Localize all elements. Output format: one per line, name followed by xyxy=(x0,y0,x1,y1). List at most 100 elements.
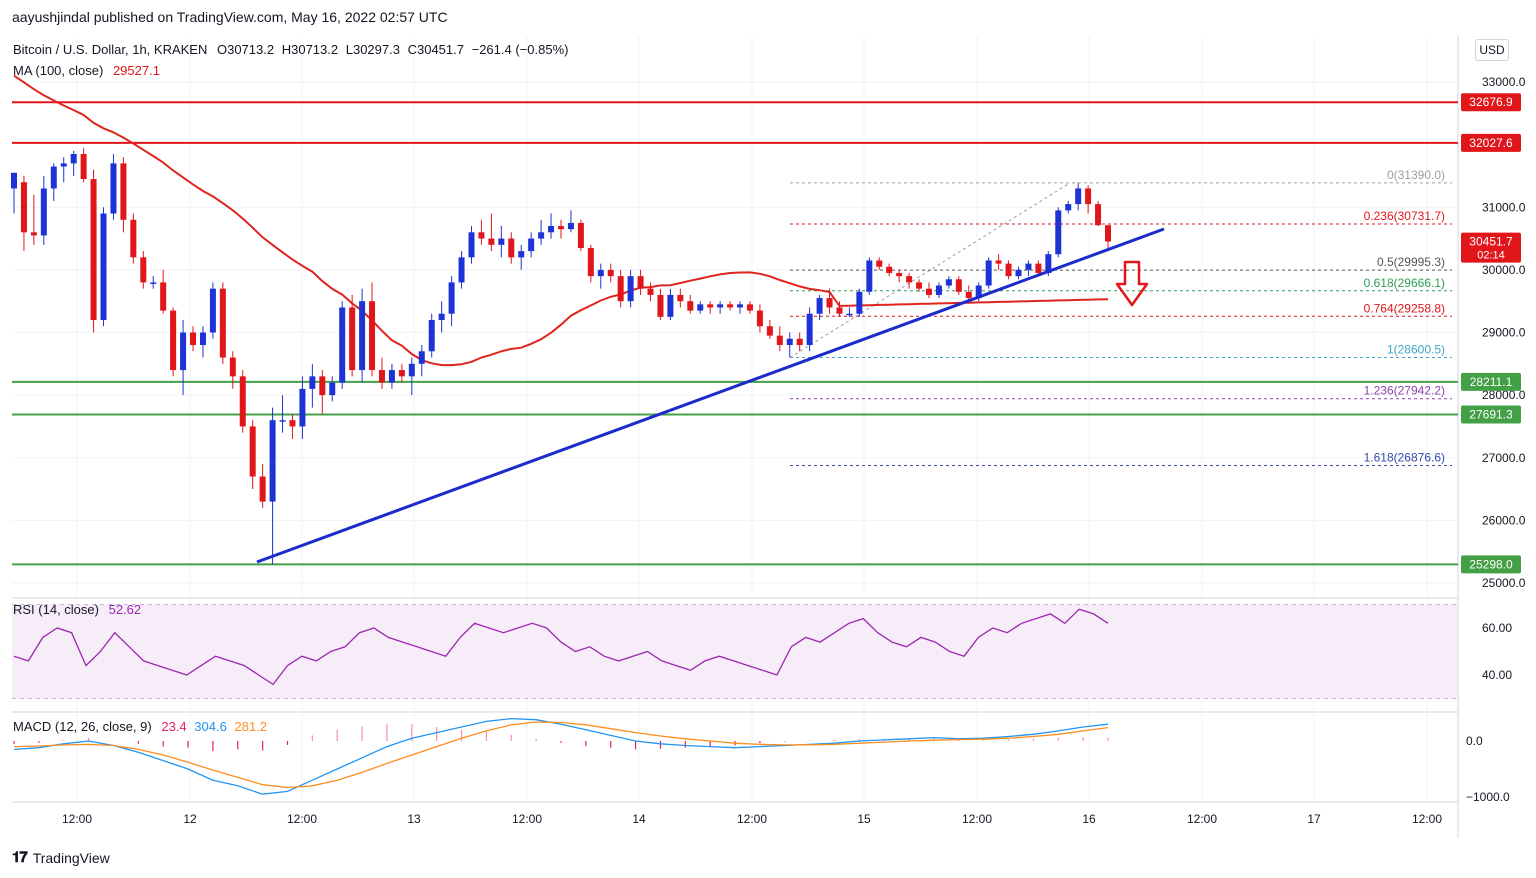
ma-label: MA (100, close) xyxy=(13,63,104,78)
candle-body xyxy=(577,222,584,248)
candle-body xyxy=(190,332,197,346)
candle-body xyxy=(279,420,286,422)
candle-body xyxy=(548,226,555,233)
candle-body xyxy=(886,266,893,274)
ma-value: 29527.1 xyxy=(112,63,160,78)
time-tick-label: 15 xyxy=(857,812,871,826)
candle-body xyxy=(60,163,67,167)
candle-body xyxy=(587,247,594,277)
fib-level-label: 0(31390.0) xyxy=(1387,168,1445,182)
candle-body xyxy=(80,154,87,180)
currency-button[interactable]: USD xyxy=(1475,39,1509,61)
published-line: aayushjindal published on TradingView.co… xyxy=(12,9,448,25)
candle-body xyxy=(965,291,972,299)
macd-line xyxy=(13,717,1109,795)
price-tag-label: 28211.1 xyxy=(1470,375,1513,389)
candle-body xyxy=(1075,188,1082,205)
horizontal-levels xyxy=(12,101,1458,566)
candle-body xyxy=(1055,210,1062,255)
candle-body xyxy=(408,363,415,377)
rsi-value: 52.62 xyxy=(108,602,142,617)
time-tick-label: 13 xyxy=(407,812,421,826)
rsi-tick-label: 60.00 xyxy=(1482,621,1512,635)
candle-body xyxy=(130,219,137,258)
candle-body xyxy=(1035,263,1042,274)
price-tag-box xyxy=(1461,405,1521,424)
fib-level-label: 0.5(29995.3) xyxy=(1377,255,1445,269)
price-tag-box xyxy=(1461,372,1521,391)
candle-body xyxy=(677,294,684,302)
moving-average-line xyxy=(13,74,1109,367)
price-tags: 32676.9 32027.6 30451.702:14 28211.1 27691.3… xyxy=(1461,93,1521,574)
price-tag-box xyxy=(1461,232,1521,263)
low-value: L30297.3 xyxy=(345,42,400,57)
time-tick-label: 12:00 xyxy=(962,812,992,826)
down-arrow-icon xyxy=(1115,260,1149,307)
candle-body xyxy=(1065,204,1072,211)
candle-body xyxy=(160,282,167,311)
candle-body xyxy=(120,163,127,220)
fib-level-label: 0.618(29666.1) xyxy=(1364,276,1445,290)
symbol-name[interactable]: Bitcoin / U.S. Dollar, 1h, KRAKEN xyxy=(13,42,208,57)
candle-body xyxy=(269,420,276,502)
time-tick-label: 12:00 xyxy=(512,812,542,826)
price-tag-label: 25298.0 xyxy=(1469,557,1513,571)
candle-body xyxy=(856,291,863,314)
candle-body xyxy=(239,376,246,427)
candle-body xyxy=(925,288,932,295)
price-tick-label: 28000.0 xyxy=(1482,388,1526,402)
macd-signal-value: 281.2 xyxy=(234,719,267,734)
down-arrow-shape xyxy=(1115,260,1149,307)
price-tag-label: 27691.3 xyxy=(1469,407,1513,421)
candle-body xyxy=(518,251,525,258)
candle-body xyxy=(11,172,17,189)
fib-level-label: 1(28600.5) xyxy=(1387,343,1445,357)
brand-label: TradingView xyxy=(32,849,110,866)
candle-body xyxy=(637,276,644,289)
candle-body xyxy=(667,294,674,317)
macd-legend[interactable]: MACD (12, 26, close, 9) 23.4 304.6 281.2 xyxy=(13,719,267,734)
fibonacci-retracement[interactable]: 0(31390.0) 0.236(30731.7) 0.5(29995.3) 0.61… xyxy=(789,168,1452,466)
candle-body xyxy=(259,476,266,502)
candle-body xyxy=(1085,188,1092,205)
candle-body xyxy=(150,282,157,284)
candle-body xyxy=(50,166,57,189)
candle-body xyxy=(219,288,226,358)
candle-body xyxy=(746,304,753,311)
candle-body xyxy=(209,288,216,333)
time-tick-label: 17 xyxy=(1307,812,1321,826)
price-tag-label: 30451.7 xyxy=(1469,235,1513,249)
time-tick-label: 12:00 xyxy=(1187,812,1217,826)
candle-body xyxy=(309,376,316,389)
time-tick-label: 12 xyxy=(183,812,197,826)
candle-body xyxy=(617,276,624,302)
candle-body xyxy=(1105,225,1111,242)
candle-body xyxy=(70,154,77,164)
candle-body xyxy=(30,232,37,236)
candle-body xyxy=(1005,263,1012,277)
candle-body xyxy=(448,282,455,314)
candle-body xyxy=(20,182,27,233)
candle-body xyxy=(319,376,326,396)
price-tick-label: 27000.0 xyxy=(1482,451,1526,465)
candle-body xyxy=(955,279,962,292)
candle-body xyxy=(607,269,614,277)
candle-body xyxy=(896,273,903,277)
time-tick-label: 12:00 xyxy=(287,812,317,826)
candle-body xyxy=(816,298,823,314)
candle-body xyxy=(737,304,744,308)
macd-label: MACD (12, 26, close, 9) xyxy=(13,719,152,734)
trend-line[interactable] xyxy=(256,227,1165,564)
candle-body xyxy=(558,226,564,230)
ma-legend[interactable]: MA (100, close) 29527.1 xyxy=(13,63,160,78)
candle-body xyxy=(428,319,435,352)
rsi-legend[interactable]: RSI (14, close) 52.62 xyxy=(13,602,141,617)
macd-tick-label: −1000.0 xyxy=(1466,790,1510,804)
candle-body xyxy=(846,313,853,316)
tradingview-brand[interactable]: 𝟏𝟕 TradingView xyxy=(12,849,110,866)
rsi-pane xyxy=(12,604,1458,699)
price-tick-label: 26000.0 xyxy=(1482,513,1526,527)
price-tag-box xyxy=(1461,93,1521,112)
high-value: H30713.2 xyxy=(281,42,339,57)
